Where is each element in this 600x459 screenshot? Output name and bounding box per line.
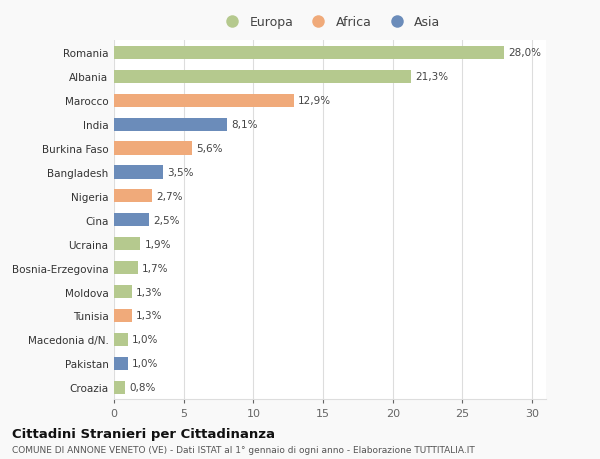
Bar [114,118,227,131]
Text: 1,3%: 1,3% [136,287,163,297]
Text: 8,1%: 8,1% [231,120,257,130]
Text: 0,8%: 0,8% [130,382,156,392]
Legend: Europa, Africa, Asia: Europa, Africa, Asia [217,13,443,32]
Bar [114,357,128,370]
Bar [114,142,192,155]
Bar [114,71,411,84]
Bar [114,238,140,251]
Text: 28,0%: 28,0% [508,48,541,58]
Text: 1,0%: 1,0% [132,358,158,369]
Text: 1,0%: 1,0% [132,335,158,345]
Bar [114,381,125,394]
Bar [114,214,149,227]
Bar [114,47,504,60]
Text: 3,5%: 3,5% [167,168,193,178]
Bar [114,262,137,274]
Text: 1,3%: 1,3% [136,311,163,321]
Bar [114,333,128,346]
Text: 12,9%: 12,9% [298,96,331,106]
Text: 1,9%: 1,9% [145,239,171,249]
Bar [114,309,132,322]
Text: 2,7%: 2,7% [156,191,182,202]
Bar [114,285,132,298]
Text: COMUNE DI ANNONE VENETO (VE) - Dati ISTAT al 1° gennaio di ogni anno - Elaborazi: COMUNE DI ANNONE VENETO (VE) - Dati ISTA… [12,445,475,454]
Bar [114,190,152,203]
Bar [114,95,294,107]
Bar [114,166,163,179]
Text: Cittadini Stranieri per Cittadinanza: Cittadini Stranieri per Cittadinanza [12,427,275,440]
Text: 5,6%: 5,6% [196,144,223,154]
Text: 21,3%: 21,3% [415,72,448,82]
Text: 1,7%: 1,7% [142,263,169,273]
Text: 2,5%: 2,5% [153,215,179,225]
